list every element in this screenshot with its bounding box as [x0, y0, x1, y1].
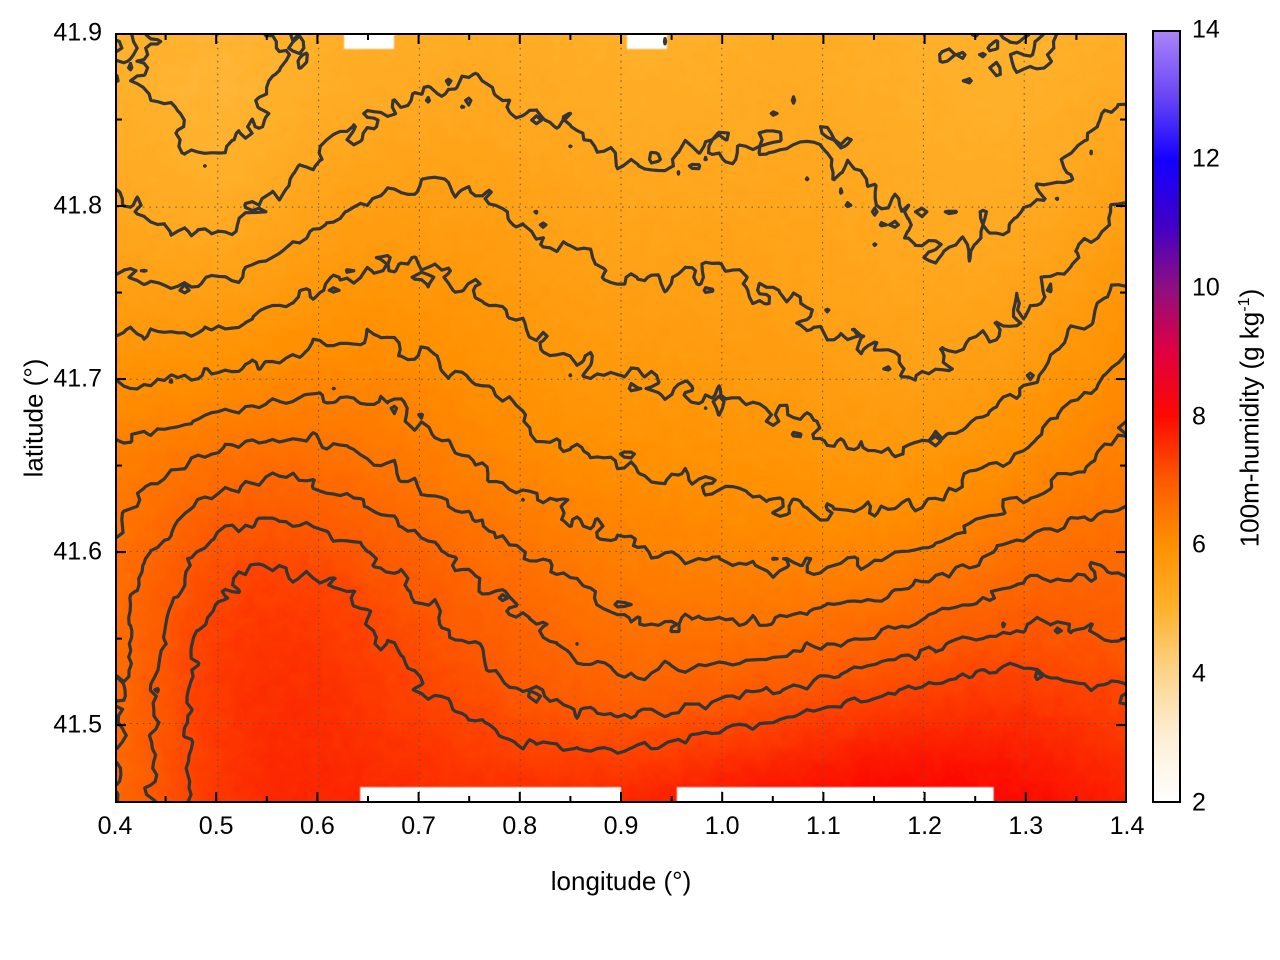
- colorbar-tick-label: 8: [1192, 402, 1206, 430]
- colorbar-title-suffix: ): [1234, 288, 1265, 298]
- x-tick-label: 1.0: [704, 812, 740, 840]
- x-tick-label: 0.6: [300, 812, 335, 840]
- colorbar-tick-label: 10: [1192, 273, 1220, 302]
- colorbar-title-prefix: 100m-humidity (g kg: [1234, 311, 1265, 548]
- colorbar: [1152, 30, 1181, 803]
- contour-lines: [117, 35, 1125, 801]
- y-tick-label: 41.8: [53, 191, 102, 220]
- colorbar-tick-label: 4: [1192, 659, 1206, 688]
- colorbar-tick-label: 14: [1192, 15, 1220, 44]
- colorbar-title-exponent: -1: [1234, 297, 1253, 312]
- x-tick-label: 1.3: [1008, 812, 1044, 840]
- x-axis-title: longitude (°): [550, 866, 692, 896]
- x-tick-label: 0.8: [502, 812, 538, 840]
- colorbar-tick-label: 6: [1192, 530, 1206, 559]
- y-axis-title: latitude (°): [18, 358, 49, 478]
- y-tick-label: 41.6: [53, 537, 102, 566]
- colorbar-gradient: [1154, 32, 1179, 801]
- y-tick-label: 41.9: [53, 18, 102, 47]
- colorbar-tick-label: 2: [1192, 788, 1206, 817]
- y-tick-label: 41.7: [53, 364, 102, 393]
- plot-area: [115, 33, 1127, 803]
- x-tick-label: 0.7: [401, 812, 436, 840]
- x-tick-label: 1.1: [806, 812, 841, 840]
- x-tick-label: 0.5: [198, 812, 234, 840]
- x-tick-label: 1.2: [907, 812, 942, 840]
- colorbar-title: 100m-humidity (g kg-1): [1235, 289, 1266, 548]
- x-tick-label: 0.9: [603, 812, 639, 840]
- y-tick-label: 41.5: [53, 710, 102, 739]
- x-tick-label: 0.4: [97, 812, 133, 840]
- colorbar-tick-label: 12: [1192, 144, 1220, 173]
- x-tick-label: 1.4: [1109, 812, 1145, 840]
